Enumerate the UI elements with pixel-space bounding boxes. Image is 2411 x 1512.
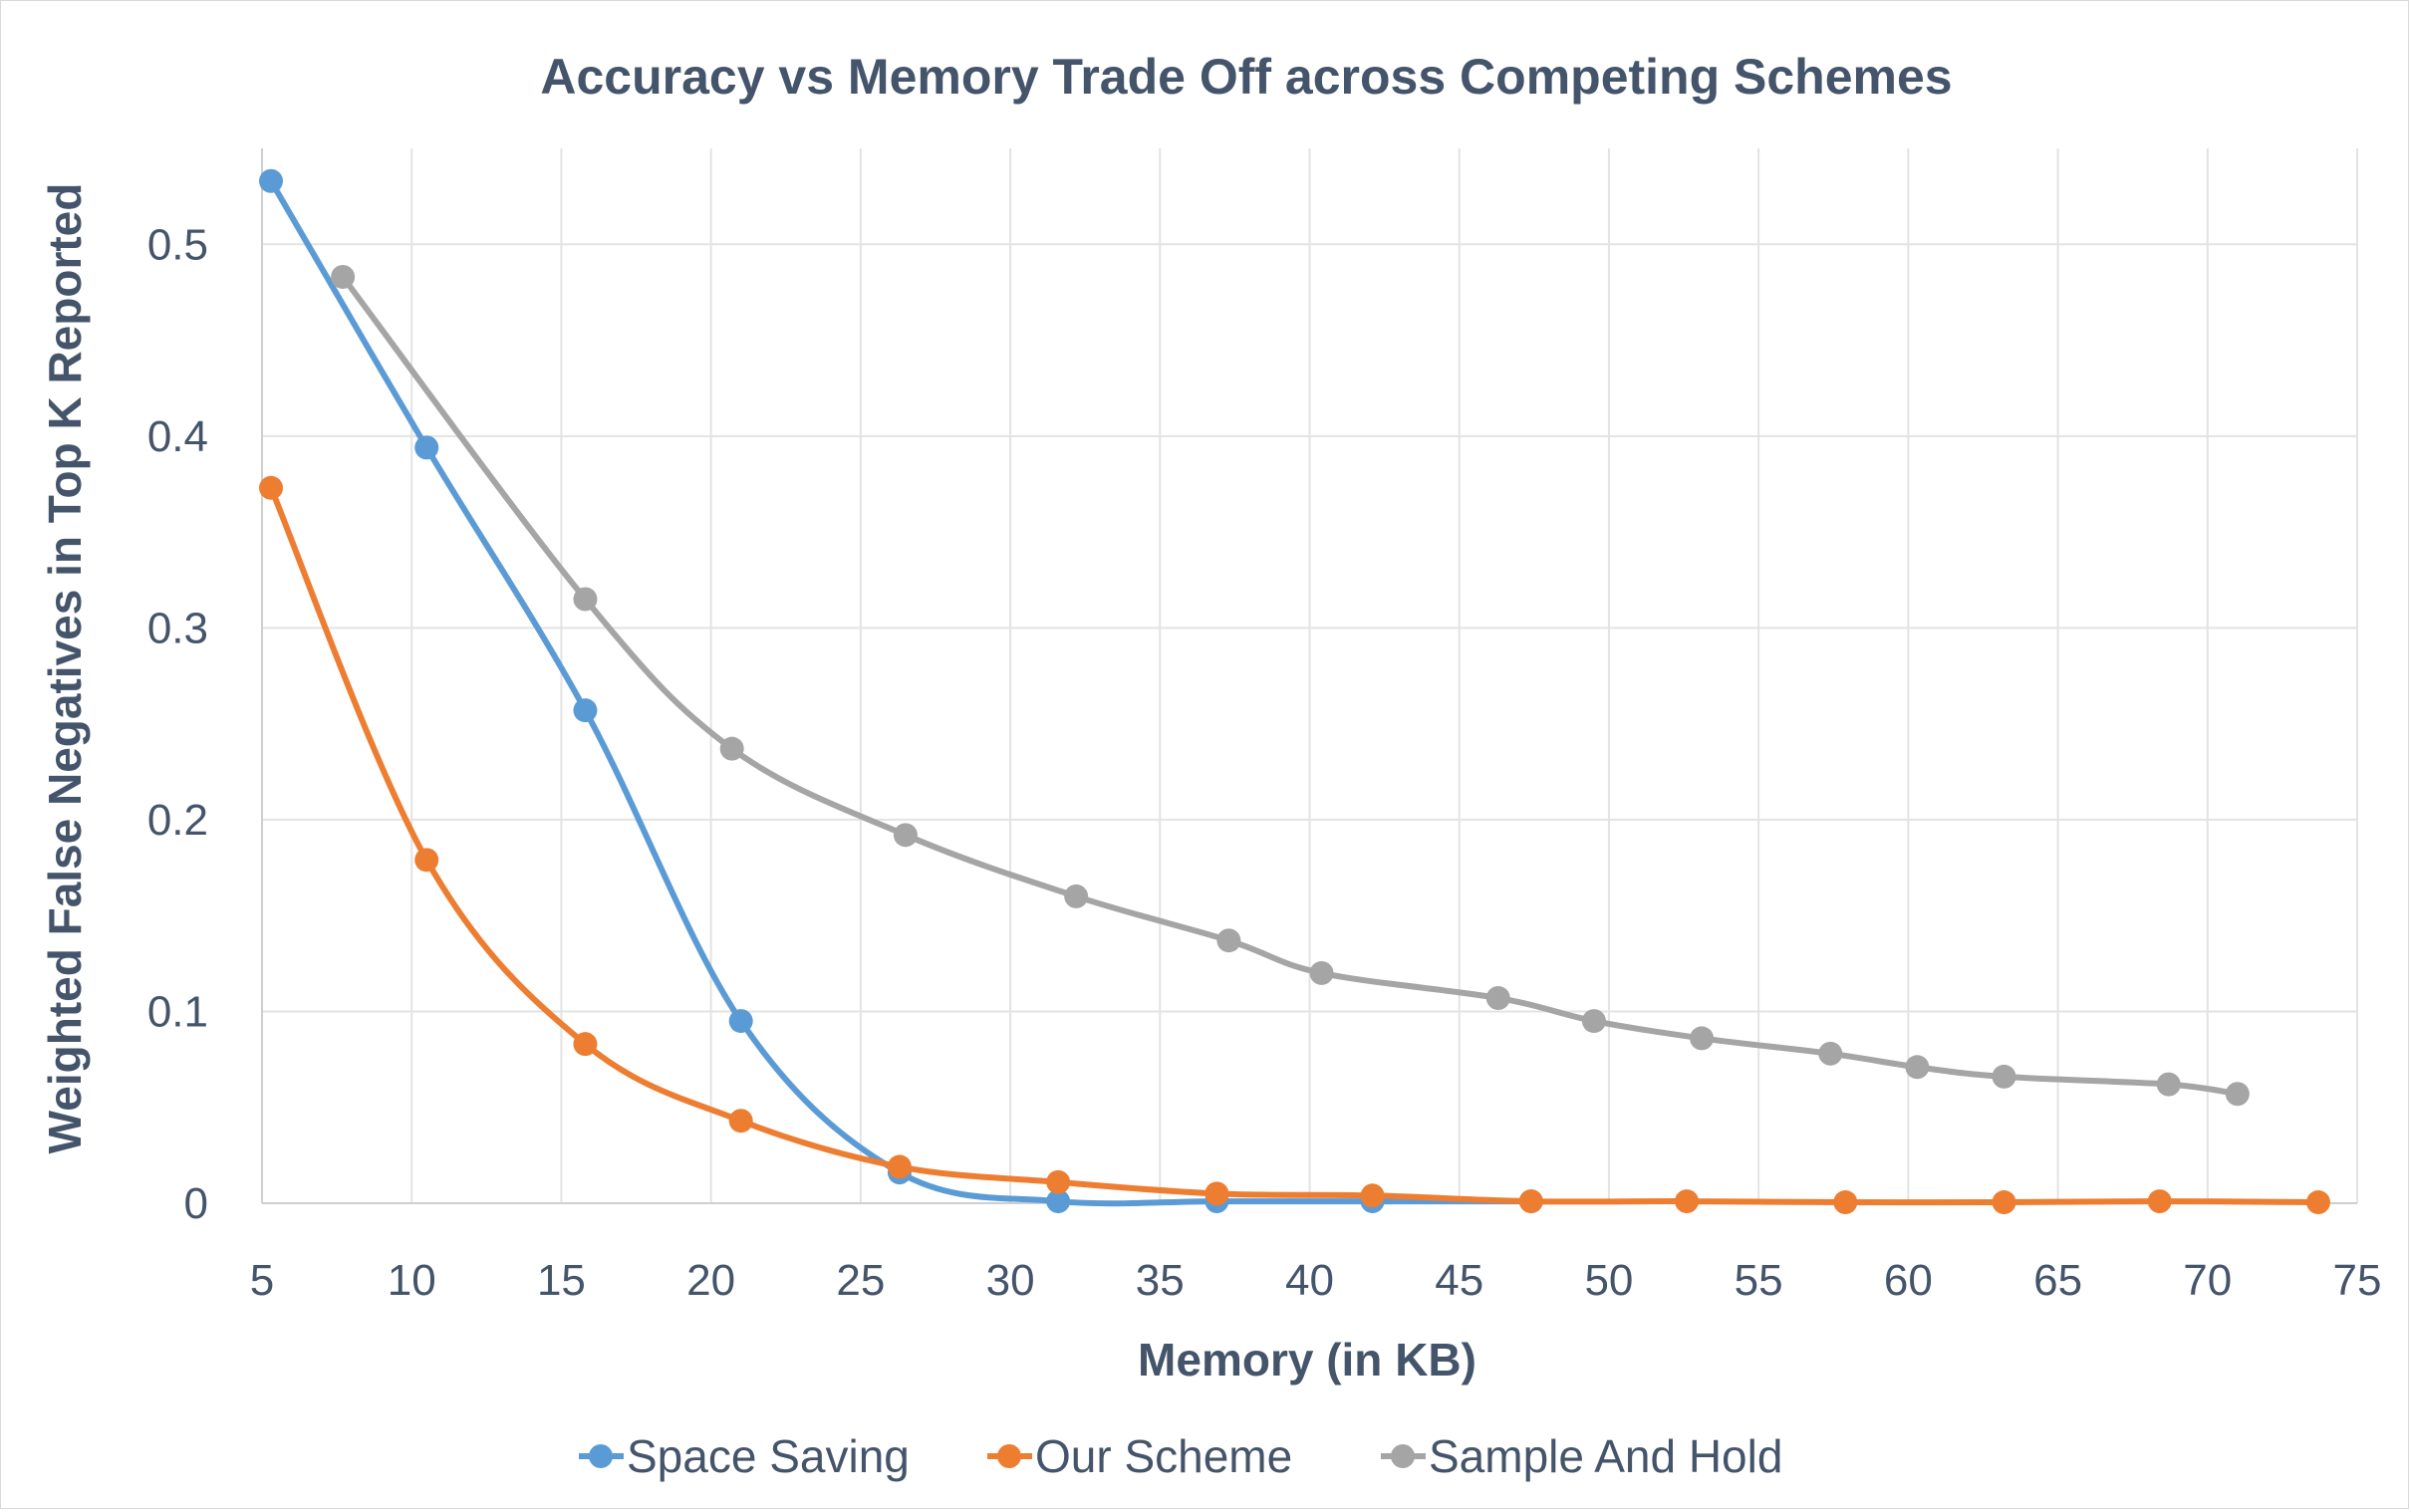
x-tick-label: 60	[1884, 1256, 1933, 1305]
data-point	[1064, 883, 1089, 908]
data-point	[414, 848, 439, 873]
y-tick-label: 0.2	[147, 796, 208, 845]
grid	[262, 148, 2358, 1203]
data-point	[2156, 1072, 2181, 1097]
data-point	[259, 168, 284, 193]
x-tick-label: 25	[836, 1256, 885, 1305]
data-point	[1992, 1190, 2016, 1215]
x-tick-label: 5	[250, 1256, 274, 1305]
series-our-scheme	[259, 475, 2330, 1215]
tick-labels: 5 10 15 20 25 30 35 40 45 50 55 60 65 70 75 0 0.1 0.2 0.3 0…	[147, 220, 2382, 1305]
data-point	[893, 823, 918, 848]
y-tick-label: 0.3	[147, 604, 208, 652]
data-point	[1992, 1064, 2016, 1089]
series-line	[340, 274, 2241, 1098]
legend-swatch-marker	[589, 1444, 613, 1468]
data-point	[2305, 1190, 2330, 1215]
data-point	[1581, 1009, 1606, 1034]
x-tick-label: 10	[388, 1256, 436, 1305]
legend-label: Sample And Hold	[1429, 1430, 1782, 1482]
series-line	[268, 177, 1534, 1207]
legend-item: Space Saving	[579, 1430, 910, 1482]
legend-swatch-marker	[1391, 1444, 1415, 1468]
y-tick-label: 0.5	[147, 220, 208, 269]
legend-swatch-marker	[997, 1444, 1021, 1468]
data-point	[1309, 960, 1334, 985]
y-tick-label: 0	[184, 1179, 208, 1228]
x-tick-label: 40	[1285, 1256, 1334, 1305]
legend: Space Saving Our Scheme Sample And Hold	[579, 1430, 1782, 1482]
y-axis-title: Weighted False Negatives in Top K Report…	[39, 183, 91, 1154]
data-point	[1205, 1181, 1229, 1206]
data-point	[331, 265, 356, 290]
x-tick-label: 50	[1584, 1256, 1633, 1305]
legend-item: Sample And Hold	[1381, 1430, 1782, 1482]
data-point	[1833, 1190, 1858, 1215]
data-point	[573, 587, 598, 612]
data-point	[1518, 1189, 1543, 1214]
data-point	[1675, 1189, 1700, 1214]
data-point	[1046, 1189, 1071, 1214]
data-point	[2225, 1082, 2250, 1107]
series-space-saving	[259, 168, 1543, 1214]
data-point	[887, 1154, 912, 1179]
x-tick-label: 35	[1136, 1256, 1185, 1305]
y-tick-label: 0.4	[147, 412, 208, 461]
data-point	[728, 1009, 753, 1034]
data-point	[2147, 1189, 2172, 1214]
x-tick-label: 45	[1435, 1256, 1483, 1305]
data-point	[1690, 1026, 1715, 1051]
data-point	[728, 1109, 753, 1134]
chart-title: Accuracy vs Memory Trade Off across Comp…	[540, 49, 1952, 105]
y-tick-label: 0.1	[147, 987, 208, 1036]
data-point	[573, 1032, 598, 1057]
x-tick-label: 30	[986, 1256, 1035, 1305]
data-point	[1360, 1183, 1385, 1208]
series-layer	[259, 168, 2330, 1215]
legend-label: Our Scheme	[1035, 1430, 1292, 1482]
data-point	[1485, 985, 1510, 1010]
x-tick-label: 15	[537, 1256, 586, 1305]
x-tick-label: 65	[2033, 1256, 2082, 1305]
data-point	[1046, 1169, 1071, 1194]
data-point	[1818, 1041, 1843, 1066]
data-point	[414, 435, 439, 460]
x-axis-title: Memory (in KB)	[1138, 1334, 1476, 1386]
legend-item: Our Scheme	[987, 1430, 1292, 1482]
series-sample-and-hold	[331, 265, 2250, 1107]
data-point	[719, 736, 744, 761]
x-tick-label: 75	[2333, 1256, 2382, 1305]
data-point	[259, 475, 284, 500]
legend-label: Space Saving	[627, 1430, 910, 1482]
x-tick-label: 55	[1735, 1256, 1783, 1305]
data-point	[573, 698, 598, 723]
x-tick-label: 20	[686, 1256, 735, 1305]
x-tick-label: 70	[2183, 1256, 2232, 1305]
data-point	[1905, 1055, 1930, 1080]
data-point	[1216, 928, 1241, 953]
